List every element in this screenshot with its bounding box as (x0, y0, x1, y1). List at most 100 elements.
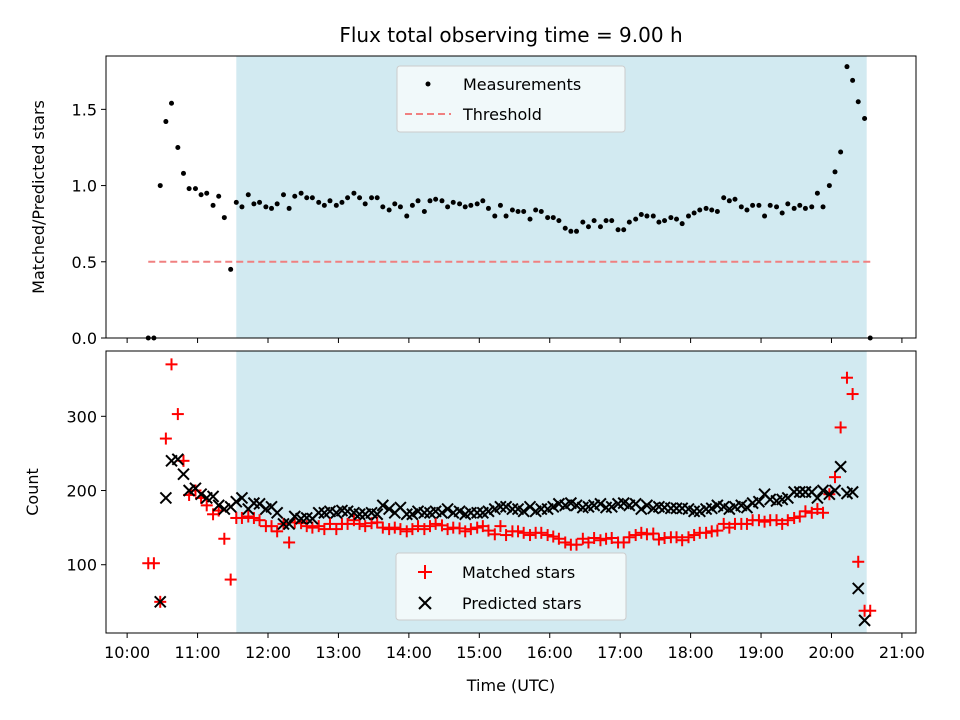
measurement-point (802, 205, 808, 211)
legend-threshold-label: Threshold (462, 105, 542, 124)
matched-star-point (512, 525, 525, 538)
measurement-point (750, 202, 756, 208)
measurement-point (662, 218, 668, 224)
matched-star-point (524, 529, 537, 542)
measurements-points (145, 64, 873, 341)
bottom-y-axis-label: Count (23, 468, 42, 516)
matched-star-point (471, 521, 484, 534)
x-tick-label: 20:00 (808, 643, 854, 662)
matched-star-point (559, 536, 572, 549)
matched-star-point (623, 531, 636, 544)
x-tick-label: 16:00 (527, 643, 573, 662)
measurement-point (779, 210, 785, 216)
measurement-point (791, 205, 797, 211)
matched-star-point (670, 531, 683, 544)
measurement-point (351, 190, 357, 196)
matched-star-point (594, 534, 607, 547)
measurement-point (726, 198, 732, 204)
measurement-point (597, 224, 603, 230)
predicted-star-point (470, 506, 484, 519)
matched-star-point (459, 525, 472, 538)
measurement-point (762, 213, 768, 219)
matched-star-point (752, 514, 765, 527)
matched-star-point (488, 528, 501, 541)
predicted-star-point (635, 502, 648, 516)
predicted-star-point (376, 499, 390, 512)
x-tick-label: 15:00 (456, 643, 502, 662)
predicted-star-point (823, 488, 836, 501)
bottom-panel: 100 200 300 10:00 11:00 12:00 13:00 14:00 15:00… (23, 350, 925, 695)
measurement-point (721, 195, 727, 201)
legend-measurements-marker (425, 81, 431, 87)
measurement-point (204, 190, 210, 196)
x-tick-label: 14:00 (386, 643, 432, 662)
matched-star-point (283, 536, 296, 549)
predicted-star-point (494, 500, 507, 514)
measurement-point (474, 201, 480, 207)
matched-star-point (300, 520, 313, 533)
matched-star-point (605, 532, 618, 545)
predicted-star-point (670, 502, 683, 515)
predicted-star-point (177, 467, 190, 481)
measurement-point (521, 208, 527, 214)
measurement-point (380, 204, 386, 210)
measurement-point (832, 169, 838, 175)
matched-star-point (412, 520, 425, 533)
measurement-point (568, 228, 574, 234)
measurement-point (269, 205, 275, 211)
measurement-point (175, 144, 181, 150)
measurement-point (703, 205, 709, 211)
predicted-star-point (594, 497, 607, 511)
measurement-point (163, 119, 169, 125)
x-tick-label: 12:00 (245, 643, 291, 662)
measurement-point (397, 204, 403, 210)
x-tick-label: 17:00 (597, 643, 643, 662)
predicted-star-point (194, 488, 208, 501)
legend-matched-label: Matched stars (462, 563, 575, 582)
matched-star-point (359, 520, 372, 533)
y-tick-label: 0.5 (72, 253, 97, 272)
predicted-stars-points (154, 453, 871, 627)
measurement-point (650, 213, 656, 219)
measurement-point (251, 201, 257, 207)
y-tick-label: 200 (66, 482, 97, 501)
predicted-star-point (212, 499, 225, 512)
measurement-point (738, 204, 744, 210)
top-x-ticks (126, 338, 903, 343)
measurement-point (562, 225, 568, 231)
matched-star-point (147, 557, 160, 570)
x-tick-label: 19:00 (738, 643, 784, 662)
matched-star-point (453, 522, 466, 535)
matched-star-point (517, 526, 530, 539)
measurement-point (767, 202, 773, 208)
matched-star-point (864, 604, 877, 617)
measurement-point (457, 201, 463, 207)
predicted-star-point (382, 502, 396, 516)
legend-measurements-label: Measurements (463, 75, 581, 94)
measurement-point (462, 204, 468, 210)
measurement-point (574, 228, 580, 234)
matched-star-point (406, 523, 419, 536)
measurement-point (550, 215, 556, 221)
measurement-point (556, 218, 562, 224)
matched-star-point (552, 532, 565, 545)
predicted-star-point (154, 595, 167, 609)
measurement-point (386, 207, 392, 213)
measurement-point (814, 190, 820, 196)
measurement-point (826, 183, 832, 189)
bottom-y-ticks: 100 200 300 (66, 407, 106, 575)
matched-star-point (306, 521, 319, 534)
measurement-point (274, 201, 280, 207)
measurement-point (415, 198, 421, 204)
matched-star-point (429, 517, 442, 530)
x-tick-label: 21:00 (879, 643, 925, 662)
matched-star-point (394, 523, 407, 536)
predicted-star-point (852, 582, 865, 595)
top-panel: 0.0 0.5 1.0 1.5 Matched/Predicted stars Mea… (29, 55, 917, 348)
measurement-point (838, 149, 844, 155)
measurement-point (480, 198, 486, 204)
measurement-point (732, 196, 738, 202)
matched-star-point (817, 506, 830, 519)
measurement-point (585, 224, 591, 230)
matched-star-point (371, 516, 384, 529)
